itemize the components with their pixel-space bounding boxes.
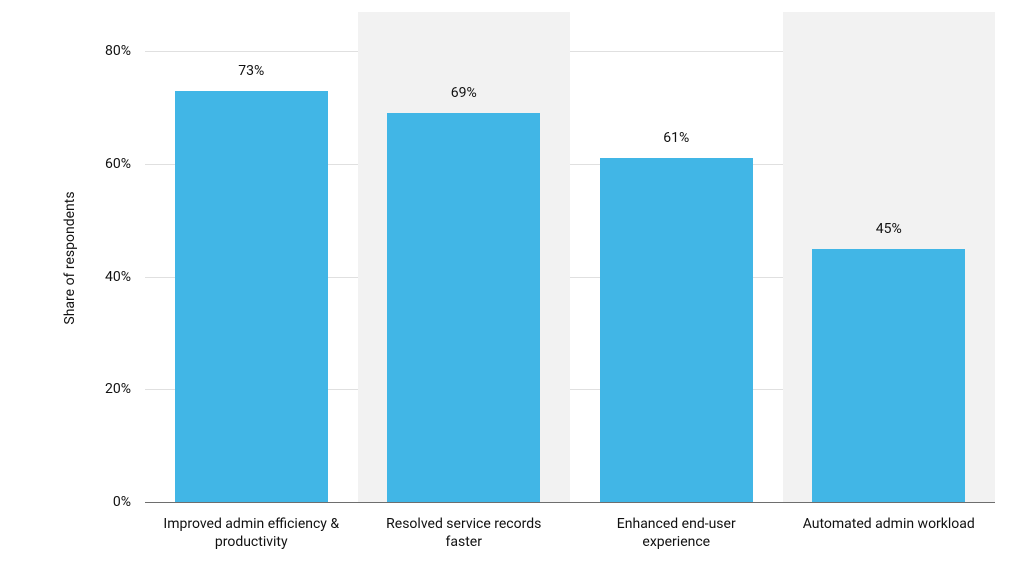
bar-value-label: 45%: [876, 221, 902, 237]
plot-area: 0%20%40%60%80%73%Improved admin efficien…: [145, 12, 995, 502]
y-tick-label: 60%: [105, 156, 145, 172]
bar-value-label: 69%: [451, 85, 477, 101]
y-tick-label: 40%: [105, 269, 145, 285]
bar-chart: 0%20%40%60%80%73%Improved admin efficien…: [0, 0, 1024, 576]
category-slot: 69%Resolved service records faster: [358, 12, 571, 502]
category-slot: 61%Enhanced end-user experience: [570, 12, 783, 502]
bar: [387, 113, 540, 502]
x-category-label: Improved admin efficiency & productivity: [156, 502, 346, 551]
bar-value-label: 61%: [663, 130, 689, 146]
category-slot: 73%Improved admin efficiency & productiv…: [145, 12, 358, 502]
x-category-label: Resolved service records faster: [369, 502, 559, 551]
y-tick-label: 80%: [105, 43, 145, 59]
y-axis-title: Share of respondents: [62, 191, 78, 324]
x-category-label: Enhanced end-user experience: [581, 502, 771, 551]
bar-value-label: 73%: [238, 63, 264, 79]
bar: [812, 249, 965, 502]
category-slot: 45%Automated admin workload: [783, 12, 996, 502]
bar: [600, 158, 753, 502]
bar: [175, 91, 328, 502]
y-tick-label: 0%: [113, 494, 145, 510]
y-tick-label: 20%: [105, 381, 145, 397]
x-category-label: Automated admin workload: [794, 502, 984, 534]
